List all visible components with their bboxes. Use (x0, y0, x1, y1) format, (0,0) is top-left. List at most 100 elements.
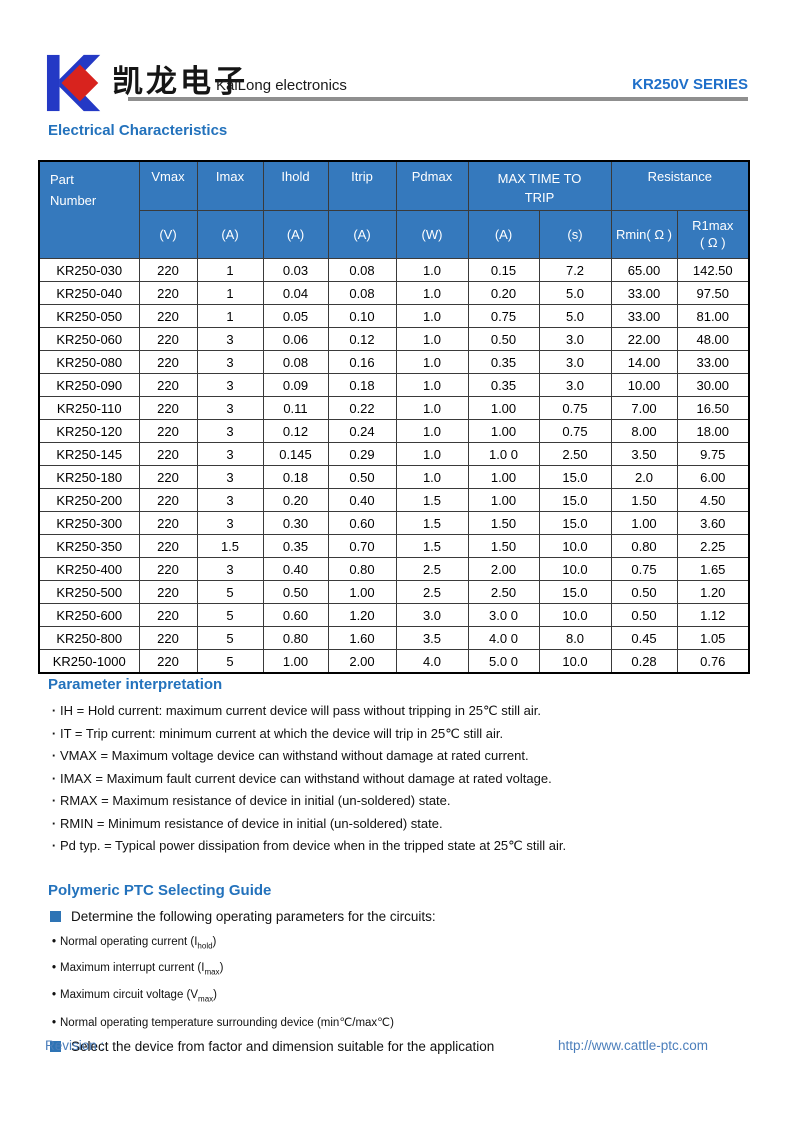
value-cell: 0.40 (327, 488, 397, 512)
value-cell: 0.75 (538, 396, 612, 420)
value-cell: 220 (138, 442, 198, 466)
value-cell: 5.0 (538, 281, 612, 305)
value-cell: 3 (196, 373, 264, 397)
value-cell: 1.00 (610, 511, 678, 535)
value-cell: 5.0 0 (467, 649, 540, 674)
value-cell: 16.50 (676, 396, 750, 420)
value-cell: 3.0 (538, 373, 612, 397)
value-cell: 1.00 (262, 649, 329, 674)
value-cell: 5 (196, 603, 264, 627)
value-cell: 0.50 (610, 580, 678, 604)
value-cell: 0.20 (467, 281, 540, 305)
bullet-dot-icon: · (51, 725, 57, 741)
value-cell: 1.20 (327, 603, 397, 627)
value-cell: 0.40 (262, 557, 329, 581)
parameter-bullet: · IH = Hold current: maximum current devi… (48, 700, 748, 723)
unit-a: (A) (262, 210, 329, 259)
guide-step-select: Select the device from factor and dimens… (48, 1039, 748, 1054)
value-cell: 15.0 (538, 511, 612, 535)
value-cell: 3.0 0 (467, 603, 540, 627)
value-cell: 0.08 (262, 350, 329, 374)
value-cell: 10.0 (538, 649, 612, 674)
bullet-dot-icon: · (51, 748, 57, 763)
value-cell: 0.16 (327, 350, 397, 374)
value-cell: 2.5 (395, 557, 469, 581)
parameter-bullet: · IT = Trip current: minimum current at w… (48, 723, 748, 746)
electrical-characteristics-table: Part Number Vmax Imax Ihold Itrip Pdmax … (38, 160, 751, 674)
value-cell: 220 (138, 534, 198, 558)
value-cell: 0.29 (327, 442, 397, 466)
value-cell: 220 (138, 488, 198, 512)
table-row: KR250-200 220 3 0.20 0.40 1.5 1.00 15.0 1.50 4.50 (38, 488, 750, 512)
value-cell: 10.00 (610, 373, 678, 397)
value-cell: 220 (138, 649, 198, 674)
bullet-dot-icon: • (51, 936, 57, 948)
unit-a: (A) (327, 210, 397, 259)
value-cell: 8.00 (610, 419, 678, 443)
part-number-cell: KR250-300 (38, 511, 140, 535)
value-cell: 0.50 (467, 327, 540, 351)
parameter-bullet: · VMAX = Maximum voltage device can withs… (48, 745, 748, 768)
bullet-dot-icon: · (51, 770, 57, 786)
bullet-dot-icon: • (51, 1016, 57, 1029)
value-cell: 1.0 (395, 281, 469, 305)
value-cell: 220 (138, 350, 198, 374)
parameter-bullet: · RMAX = Maximum resistance of device in … (48, 790, 748, 813)
value-cell: 1.50 (467, 534, 540, 558)
value-cell: 0.50 (327, 465, 397, 489)
guide-bullet: • Normal operating current (Ihold) (48, 936, 748, 950)
bullet-dot-icon: · (51, 703, 57, 718)
value-cell: 0.75 (538, 419, 612, 443)
value-cell: 1.0 (395, 442, 469, 466)
value-cell: 0.45 (610, 626, 678, 650)
value-cell: 65.00 (610, 258, 678, 282)
value-cell: 0.80 (327, 557, 397, 581)
revision-label: Revision : (45, 1038, 105, 1053)
table-row: KR250-090 220 3 0.09 0.18 1.0 0.35 3.0 10.00 30.0… (38, 373, 750, 397)
part-number-cell: KR250-090 (38, 373, 140, 397)
value-cell: 220 (138, 281, 198, 305)
unit-w: (W) (395, 210, 469, 259)
value-cell: 1.20 (676, 580, 750, 604)
value-cell: 15.0 (538, 465, 612, 489)
value-cell: 0.08 (327, 258, 397, 282)
bullet-dot-icon: · (51, 815, 57, 831)
table-header: Part Number Vmax Imax Ihold Itrip Pdmax … (38, 160, 750, 259)
value-cell: 3 (196, 327, 264, 351)
selecting-guide-section: Polymeric PTC Selecting Guide Determine … (48, 882, 748, 1054)
value-cell: 1.0 (395, 419, 469, 443)
unit-a: (A) (196, 210, 264, 259)
value-cell: 1.60 (327, 626, 397, 650)
table-row: KR250-1000 220 5 1.00 2.00 4.0 5.0 0 10.0 0.28 0.… (38, 649, 750, 674)
value-cell: 0.35 (467, 350, 540, 374)
table-row: KR250-110 220 3 0.11 0.22 1.0 1.00 0.75 7.00 16.5… (38, 396, 750, 420)
value-cell: 4.0 (395, 649, 469, 674)
part-number-cell: KR250-180 (38, 465, 140, 489)
guide-step-determine: Determine the following operating parame… (48, 909, 748, 924)
value-cell: 3 (196, 488, 264, 512)
value-cell: 0.35 (467, 373, 540, 397)
value-cell: 4.50 (676, 488, 750, 512)
selecting-guide-heading: Polymeric PTC Selecting Guide (48, 882, 272, 899)
value-cell: 0.09 (262, 373, 329, 397)
value-cell: 4.0 0 (467, 626, 540, 650)
value-cell: 1.0 (395, 258, 469, 282)
parameter-bullet: · RMIN = Minimum resistance of device in … (48, 813, 748, 836)
value-cell: 0.04 (262, 281, 329, 305)
value-cell: 0.145 (262, 442, 329, 466)
value-cell: 2.5 (395, 580, 469, 604)
value-cell: 1 (196, 304, 264, 328)
value-cell: 0.30 (262, 511, 329, 535)
value-cell: 5 (196, 580, 264, 604)
website-link[interactable]: http://www.cattle-ptc.com (557, 1038, 708, 1053)
part-number-cell: KR250-110 (38, 396, 140, 420)
value-cell: 0.06 (262, 327, 329, 351)
table-row: KR250-145 220 3 0.145 0.29 1.0 1.0 0 2.50 3.50 9.… (38, 442, 750, 466)
guide-bullet-list: • Normal operating current (Ihold) • Maximu… (48, 936, 748, 1029)
bullet-dot-icon: · (51, 838, 57, 853)
value-cell: 33.00 (610, 304, 678, 328)
table-row: KR250-600 220 5 0.60 1.20 3.0 3.0 0 10.0 0.50 1.1… (38, 603, 750, 627)
value-cell: 0.50 (262, 580, 329, 604)
value-cell: 3.0 (395, 603, 469, 627)
